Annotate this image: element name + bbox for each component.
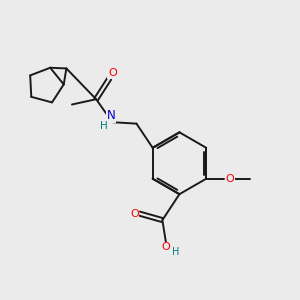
- Text: O: O: [108, 68, 117, 78]
- Text: O: O: [130, 208, 139, 219]
- Text: N: N: [107, 109, 116, 122]
- Text: O: O: [225, 174, 234, 184]
- Text: H: H: [100, 121, 108, 131]
- Text: H: H: [172, 247, 179, 256]
- Text: O: O: [161, 242, 170, 253]
